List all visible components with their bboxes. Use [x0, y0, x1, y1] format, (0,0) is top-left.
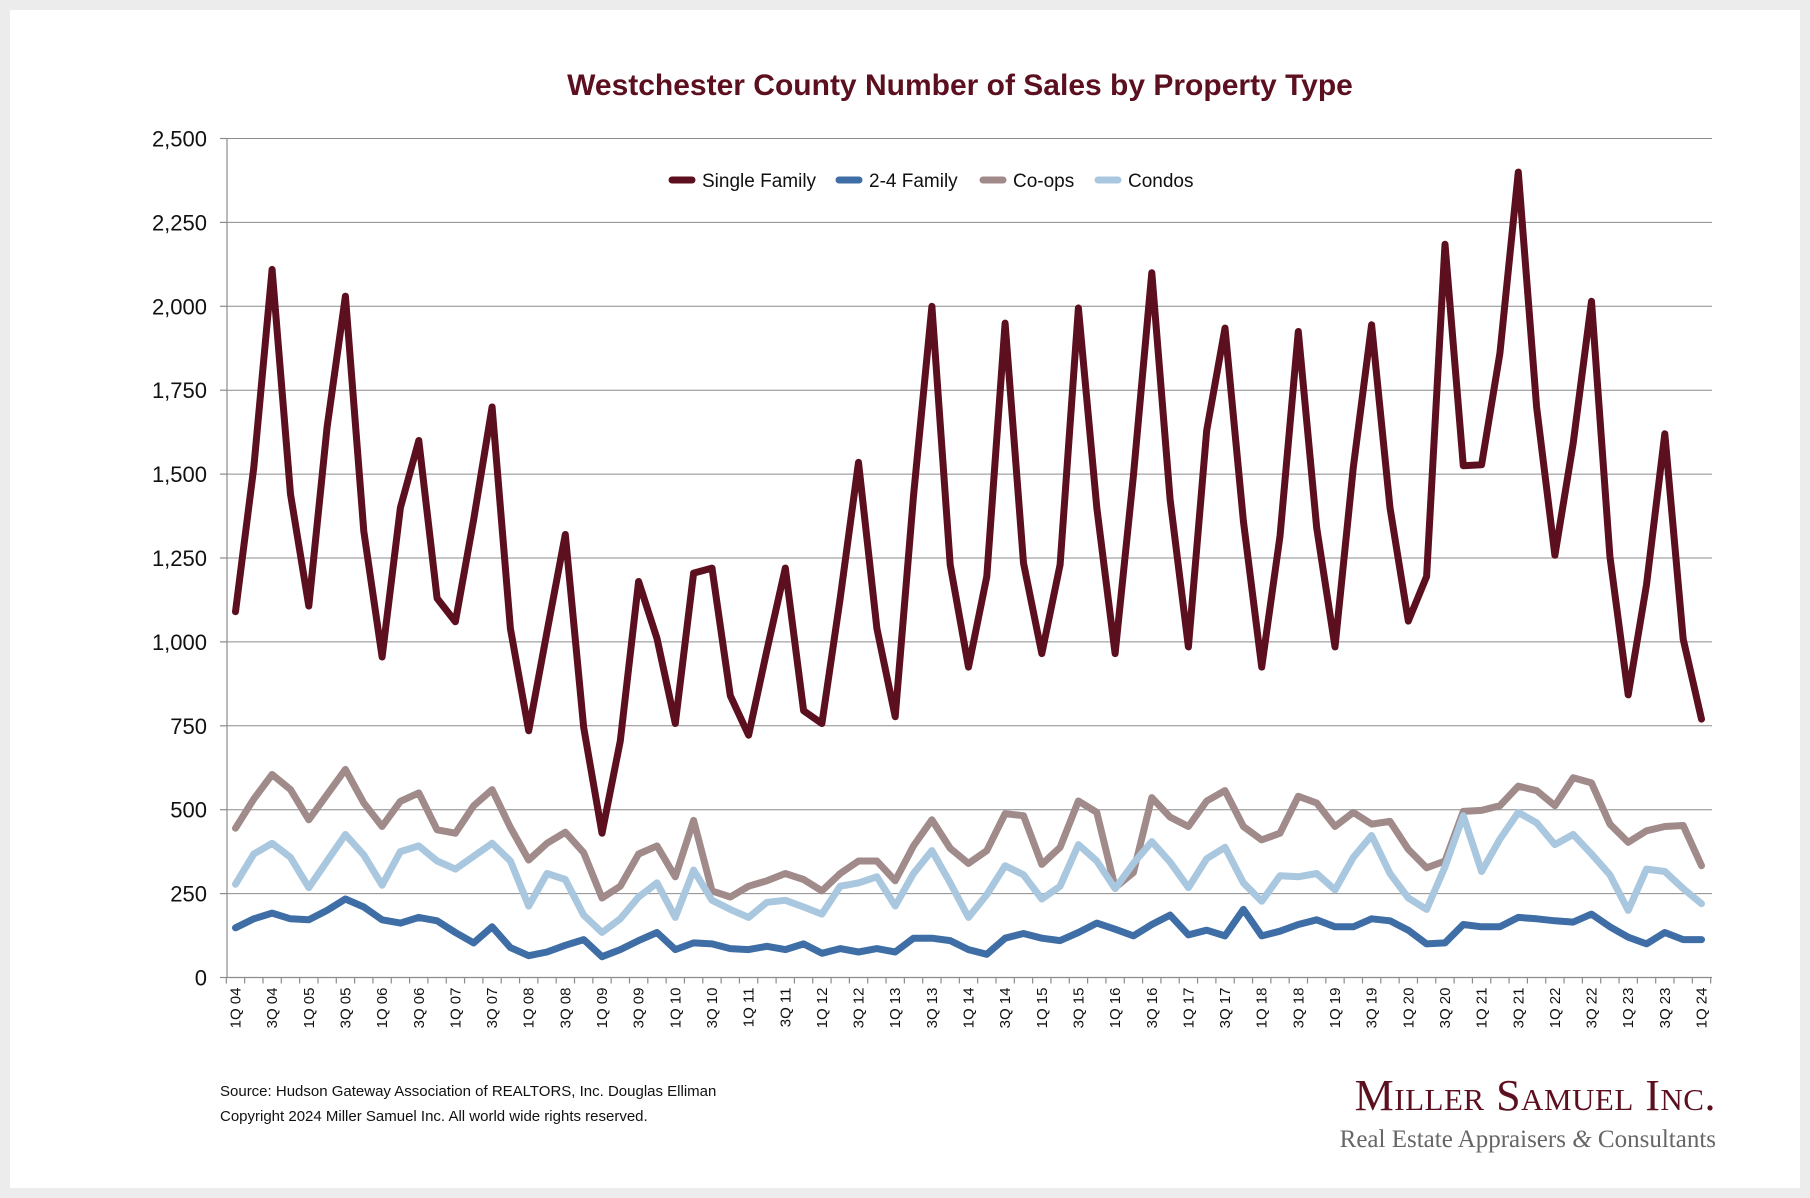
- x-axis: 1Q 04 3Q 04 1Q 05 3Q 05 1Q 06 3Q 06 1Q 07 3Q 07…: [225, 138, 1712, 1029]
- x-tick-label: 3Q 21: [1510, 988, 1527, 1029]
- x-tick-label: 1Q 24: [1694, 988, 1711, 1029]
- x-tick-label: 1Q 18: [1254, 988, 1271, 1029]
- x-tick-label: 1Q 12: [814, 988, 831, 1029]
- x-tick-label: 1Q 04: [228, 988, 245, 1029]
- chart-title: Westchester County Number of Sales by Pr…: [567, 69, 1353, 102]
- series-lines: [232, 168, 1705, 961]
- copyright-note: Copyright 2024 Miller Samuel Inc. All wo…: [220, 1108, 648, 1125]
- x-tick-label: 1Q 15: [1034, 988, 1051, 1029]
- x-tick-label: 3Q 12: [851, 988, 868, 1029]
- x-tick-label: 1Q 07: [447, 988, 464, 1029]
- x-tick-label: 1Q 05: [301, 988, 318, 1029]
- series-line-2-4-family: [232, 895, 1705, 961]
- x-tick-label: 1Q 11: [741, 988, 758, 1028]
- x-tick-label: 3Q 22: [1584, 988, 1601, 1029]
- series-line-co-ops: [232, 765, 1705, 902]
- logo-tagline-part2: Consultants: [1592, 1126, 1716, 1153]
- series-line-condos: [232, 808, 1705, 936]
- y-tick-label: 250: [170, 882, 207, 907]
- x-tick-label: 3Q 23: [1657, 988, 1674, 1029]
- x-tick-label: 3Q 18: [1290, 988, 1307, 1029]
- x-tick-label: 3Q 13: [924, 988, 941, 1029]
- legend-label: Co-ops: [1013, 171, 1074, 192]
- y-axis-ticks: 0 250 500 750 1,000 1,250 1,500 1,750 2,000 2,250…: [152, 127, 227, 991]
- x-tick-label: 3Q 20: [1437, 988, 1454, 1029]
- source-note: Source: Hudson Gateway Association of RE…: [220, 1083, 716, 1100]
- legend-label: Single Family: [702, 171, 817, 192]
- x-tick-label: 3Q 17: [1217, 988, 1234, 1029]
- legend-label: 2-4 Family: [869, 171, 958, 192]
- y-tick-label: 2,500: [152, 127, 207, 152]
- x-tick-label: 1Q 20: [1400, 988, 1417, 1029]
- legend-item: Condos: [1094, 171, 1194, 192]
- y-tick-label: 500: [170, 798, 207, 823]
- legend: Single Family 2-4 Family Co-ops Condos: [668, 171, 1194, 192]
- x-tick-label: 3Q 07: [484, 988, 501, 1029]
- logo-tagline-part1: Real Estate Appraisers: [1340, 1126, 1573, 1153]
- x-tick-label: 3Q 10: [704, 988, 721, 1029]
- y-tick-label: 2,250: [152, 210, 207, 235]
- x-tick-label: 3Q 15: [1070, 988, 1087, 1029]
- x-tick-label: 3Q 14: [997, 988, 1014, 1029]
- x-tick-label: 1Q 16: [1107, 988, 1124, 1029]
- y-tick-label: 750: [170, 714, 207, 739]
- legend-item: 2-4 Family: [835, 171, 958, 192]
- x-tick-label: 1Q 19: [1327, 988, 1344, 1029]
- x-tick-label: 1Q 10: [667, 988, 684, 1029]
- gridlines: [227, 138, 1712, 895]
- x-tick-label: 1Q 21: [1474, 988, 1491, 1029]
- legend-label: Condos: [1128, 171, 1194, 192]
- logo-tagline-ampersand: &: [1572, 1126, 1592, 1153]
- y-tick-label: 1,000: [152, 630, 207, 655]
- legend-item: Co-ops: [979, 171, 1074, 192]
- y-tick-label: 0: [195, 966, 207, 991]
- x-tick-label: 1Q 14: [961, 988, 978, 1029]
- x-tick-label: 1Q 17: [1180, 988, 1197, 1029]
- logo-name: Miller Samuel Inc.: [1355, 1071, 1716, 1120]
- x-tick-label: 1Q 13: [887, 988, 904, 1029]
- x-tick-label: 3Q 06: [411, 988, 428, 1029]
- y-tick-label: 1,500: [152, 462, 207, 487]
- company-logo: Miller Samuel Inc. Real Estate Appraiser…: [1340, 1071, 1716, 1153]
- x-tick-label: 1Q 09: [594, 988, 611, 1029]
- x-tick-label: 1Q 22: [1547, 988, 1564, 1029]
- legend-item: Single Family: [668, 171, 817, 192]
- x-tick-label: 3Q 11: [777, 988, 794, 1028]
- x-tick-label: 1Q 08: [521, 988, 538, 1029]
- x-tick-label: 1Q 06: [374, 988, 391, 1029]
- logo-tagline: Real Estate Appraisers & Consultants: [1340, 1126, 1716, 1153]
- x-tick-label: 3Q 09: [631, 988, 648, 1029]
- y-tick-label: 1,750: [152, 378, 207, 403]
- x-tick-label: 3Q 08: [557, 988, 574, 1029]
- y-tick-label: 1,250: [152, 546, 207, 571]
- x-tick-label: 1Q 23: [1620, 988, 1637, 1029]
- x-tick-label: 3Q 05: [337, 988, 354, 1029]
- x-tick-label: 3Q 04: [264, 988, 281, 1029]
- x-tick-label: 3Q 16: [1144, 988, 1161, 1029]
- y-tick-label: 2,000: [152, 294, 207, 319]
- x-tick-label: 3Q 19: [1364, 988, 1381, 1029]
- series-line-single-family: [232, 168, 1705, 837]
